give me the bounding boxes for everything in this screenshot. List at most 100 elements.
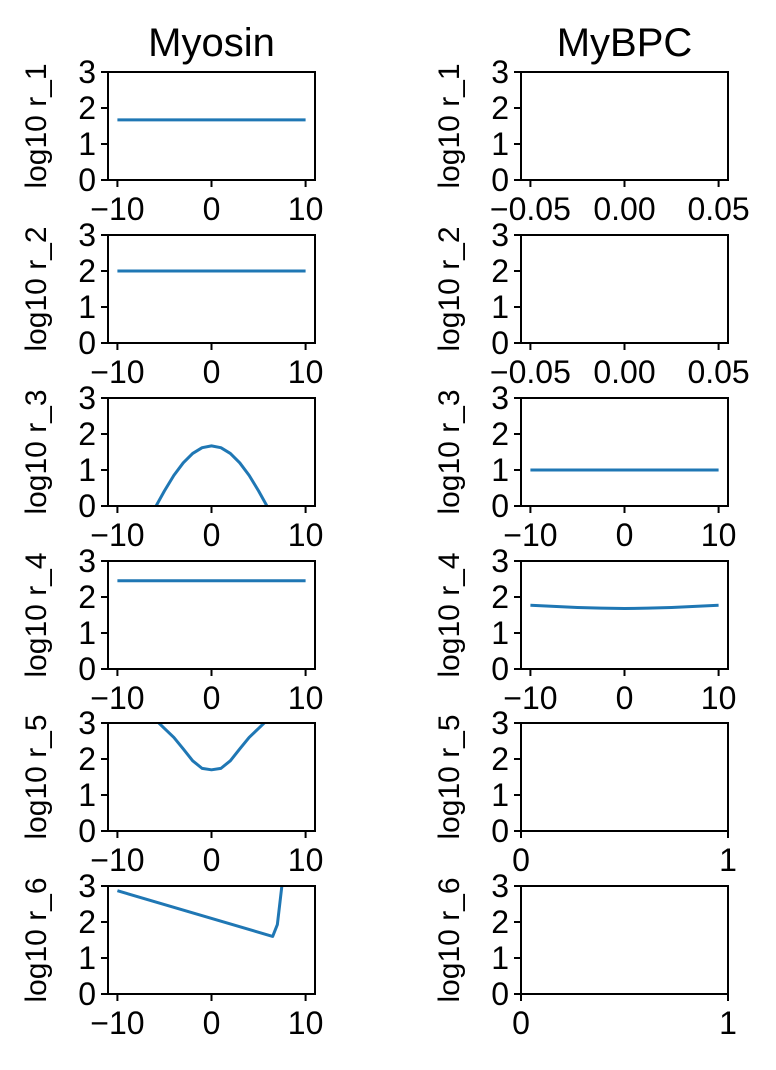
subplot-title: Myosin xyxy=(148,21,275,65)
axes-frame xyxy=(520,71,729,181)
x-tick-label: 10 xyxy=(288,842,324,878)
x-tick-label: 10 xyxy=(288,191,324,227)
y-tick-label: 1 xyxy=(78,777,96,813)
series-line-1 xyxy=(530,603,719,611)
x-tick-label: −0.05 xyxy=(490,354,571,390)
x-tick-label: −10 xyxy=(503,517,557,553)
y-tick-label: 3 xyxy=(78,217,96,253)
x-tick-label: −10 xyxy=(90,354,144,390)
y-axis-label: log10 r_3 xyxy=(20,389,53,514)
x-tick-label: 0 xyxy=(203,354,221,390)
y-tick-label: 2 xyxy=(78,579,96,615)
series-line-1 xyxy=(154,444,269,506)
x-tick-label: 10 xyxy=(288,680,324,716)
x-tick-label: −10 xyxy=(90,842,144,878)
y-tick-label: 2 xyxy=(491,90,509,126)
x-tick-label: 0.05 xyxy=(687,191,749,227)
axes-frame xyxy=(107,234,316,344)
x-tick-label: 0 xyxy=(203,517,221,553)
y-axis-label: log10 r_5 xyxy=(433,714,466,839)
series-line-1 xyxy=(116,886,284,938)
x-tick-label: −10 xyxy=(90,1005,144,1041)
x-tick-label: 0 xyxy=(616,680,634,716)
x-tick-label: 10 xyxy=(288,517,324,553)
y-tick-label: 3 xyxy=(78,868,96,904)
y-tick-label: 3 xyxy=(491,380,509,416)
axes-frame xyxy=(520,234,729,344)
y-tick-label: 0 xyxy=(78,488,96,524)
x-tick-label: 10 xyxy=(288,354,324,390)
y-axis-label: log10 r_1 xyxy=(433,63,466,188)
axes-frame xyxy=(107,885,316,995)
x-tick-label: 0 xyxy=(203,1005,221,1041)
y-tick-label: 3 xyxy=(78,380,96,416)
y-tick-label: 1 xyxy=(491,452,509,488)
axes-frame xyxy=(520,722,729,832)
y-axis-label: log10 r_4 xyxy=(20,552,53,677)
axes-frame xyxy=(107,560,316,670)
x-tick-label: −10 xyxy=(90,680,144,716)
x-tick-label: −10 xyxy=(503,680,557,716)
x-tick-label: 0.05 xyxy=(687,354,749,390)
x-tick-label: −0.05 xyxy=(490,191,571,227)
y-tick-label: 3 xyxy=(78,54,96,90)
y-tick-label: 3 xyxy=(491,705,509,741)
x-tick-label: 0 xyxy=(203,191,221,227)
series-line-1 xyxy=(156,723,267,772)
axes-frame xyxy=(520,885,729,995)
y-axis-label: log10 r_2 xyxy=(433,226,466,351)
x-tick-label: 0.00 xyxy=(593,354,655,390)
y-tick-label: 2 xyxy=(491,253,509,289)
x-tick-label: −10 xyxy=(90,517,144,553)
y-tick-label: 1 xyxy=(491,289,509,325)
y-tick-label: 1 xyxy=(78,289,96,325)
y-tick-label: 1 xyxy=(491,940,509,976)
y-tick-label: 3 xyxy=(491,217,509,253)
y-tick-label: 0 xyxy=(491,325,509,361)
x-tick-label: 0 xyxy=(203,842,221,878)
y-tick-label: 0 xyxy=(78,651,96,687)
y-tick-label: 1 xyxy=(491,777,509,813)
y-tick-label: 0 xyxy=(78,325,96,361)
axes-frame xyxy=(107,71,316,181)
x-tick-label: 10 xyxy=(701,517,737,553)
y-tick-label: 3 xyxy=(491,868,509,904)
y-tick-label: 3 xyxy=(78,705,96,741)
y-tick-label: 2 xyxy=(491,741,509,777)
axes-frame xyxy=(520,397,729,507)
y-axis-label: log10 r_6 xyxy=(433,877,466,1002)
y-tick-label: 2 xyxy=(78,90,96,126)
x-tick-label: 0 xyxy=(203,680,221,716)
y-tick-label: 1 xyxy=(78,126,96,162)
x-tick-label: 1 xyxy=(719,1005,737,1041)
axes-frame xyxy=(107,722,316,832)
y-tick-label: 1 xyxy=(491,126,509,162)
subplot-title: MyBPC xyxy=(557,21,693,65)
y-tick-label: 2 xyxy=(491,904,509,940)
y-tick-label: 2 xyxy=(491,579,509,615)
y-tick-label: 3 xyxy=(491,543,509,579)
y-axis-label: log10 r_4 xyxy=(433,552,466,677)
y-axis-label: log10 r_5 xyxy=(20,714,53,839)
y-tick-label: 0 xyxy=(491,651,509,687)
x-tick-label: 1 xyxy=(719,842,737,878)
y-axis-label: log10 r_1 xyxy=(20,63,53,188)
x-tick-label: 0 xyxy=(616,517,634,553)
x-tick-label: 10 xyxy=(701,680,737,716)
y-tick-label: 0 xyxy=(491,488,509,524)
y-axis-label: log10 r_2 xyxy=(20,226,53,351)
y-tick-label: 0 xyxy=(491,976,509,1012)
axes-frame xyxy=(520,560,729,670)
